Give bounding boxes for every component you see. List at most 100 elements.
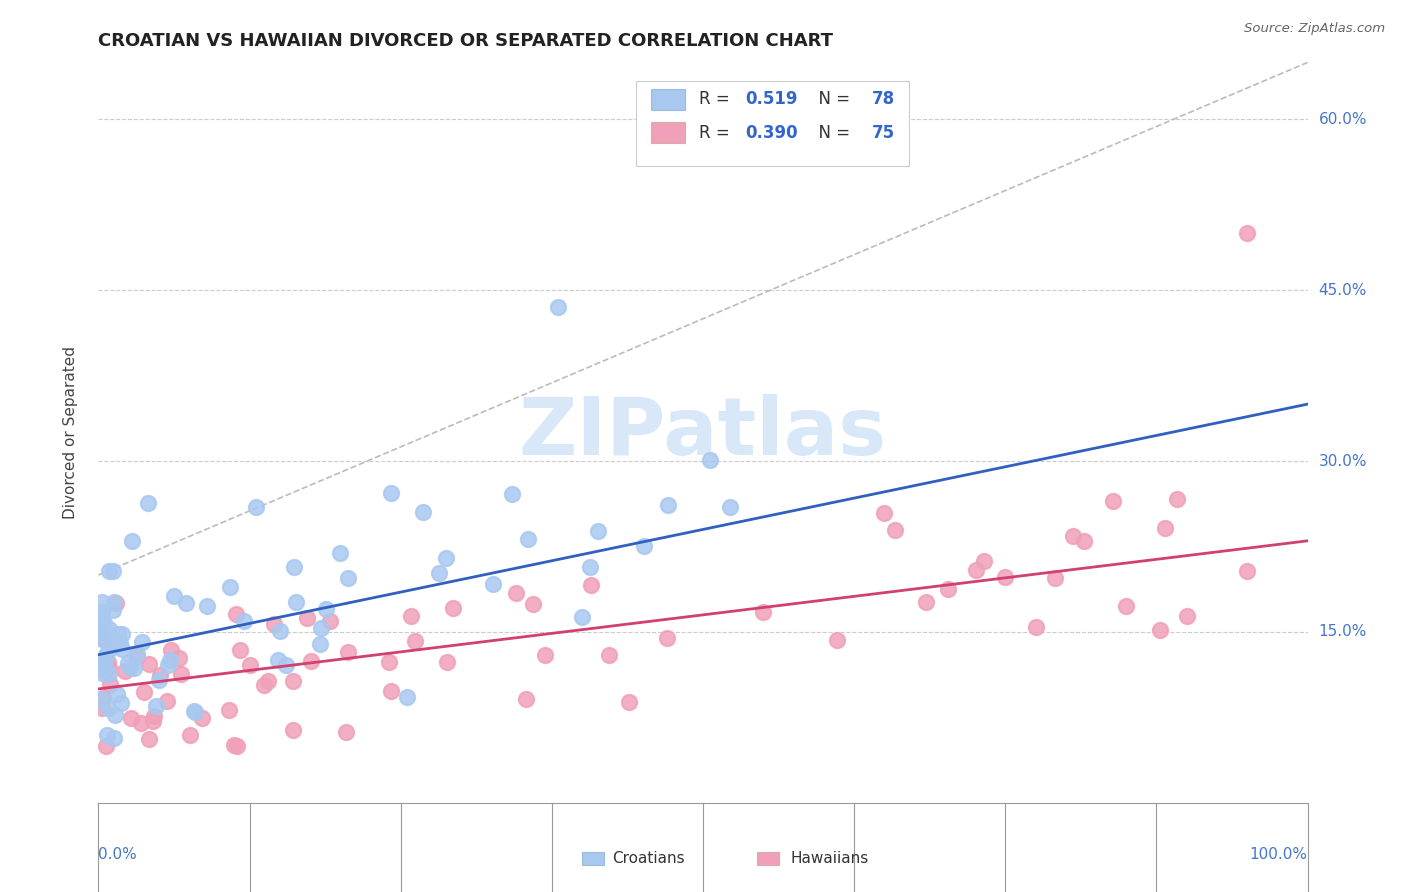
Point: [222, 738, 245, 752]
Point: [225, 607, 247, 622]
Point: [93, 658, 115, 673]
Point: [515, 692, 537, 706]
Point: [1149, 623, 1171, 637]
FancyBboxPatch shape: [651, 89, 685, 110]
Point: [281, 674, 304, 689]
Point: [156, 694, 179, 708]
Text: Croatians: Croatians: [613, 851, 685, 866]
Point: [586, 524, 609, 539]
Point: [117, 656, 139, 670]
Point: [578, 559, 600, 574]
Point: [399, 609, 422, 624]
Point: [111, 627, 134, 641]
Text: N =: N =: [808, 90, 856, 109]
Text: Source: ZipAtlas.com: Source: ZipAtlas.com: [1244, 22, 1385, 36]
Point: [195, 599, 218, 613]
Point: [571, 610, 593, 624]
Point: [91, 594, 114, 608]
Point: [96, 729, 118, 743]
Point: [441, 601, 464, 615]
Point: [91, 700, 114, 714]
Point: [752, 605, 775, 619]
Point: [914, 595, 936, 609]
Point: [263, 616, 285, 631]
Point: [395, 690, 418, 705]
Point: [257, 674, 280, 689]
Text: 0.519: 0.519: [745, 90, 797, 109]
Point: [97, 655, 120, 669]
Text: ZIPatlas: ZIPatlas: [519, 393, 887, 472]
Point: [884, 523, 907, 537]
Point: [1236, 564, 1258, 578]
Point: [825, 632, 848, 647]
Point: [98, 623, 121, 637]
Text: 78: 78: [872, 90, 896, 109]
Point: [138, 732, 160, 747]
Point: [1236, 227, 1258, 241]
Point: [96, 739, 118, 753]
Point: [110, 697, 132, 711]
Text: N =: N =: [808, 124, 856, 142]
Point: [245, 500, 267, 514]
Point: [103, 731, 125, 745]
Point: [94, 653, 117, 667]
Point: [335, 725, 357, 739]
Text: Hawaiians: Hawaiians: [790, 851, 869, 866]
Point: [309, 637, 332, 651]
Point: [873, 506, 896, 520]
Point: [633, 540, 655, 554]
Point: [142, 709, 165, 723]
Point: [91, 654, 114, 668]
Text: R =: R =: [699, 90, 735, 109]
Text: 15.0%: 15.0%: [1319, 624, 1367, 640]
Text: 0.0%: 0.0%: [98, 847, 138, 863]
Point: [174, 596, 197, 610]
Point: [936, 582, 959, 597]
Point: [94, 648, 117, 663]
Point: [125, 647, 148, 661]
Point: [1115, 599, 1137, 614]
Point: [718, 500, 741, 514]
Text: 0.390: 0.390: [745, 124, 799, 142]
Point: [284, 594, 307, 608]
Bar: [637, 81, 908, 166]
Point: [699, 453, 721, 467]
Point: [91, 606, 114, 620]
FancyBboxPatch shape: [582, 852, 603, 865]
FancyBboxPatch shape: [651, 122, 685, 143]
Point: [598, 648, 620, 662]
Point: [170, 667, 193, 681]
Point: [218, 580, 240, 594]
Point: [412, 505, 434, 519]
Point: [619, 695, 641, 709]
Point: [547, 301, 569, 315]
Point: [226, 739, 249, 753]
Point: [283, 560, 305, 574]
Point: [91, 658, 114, 673]
Point: [482, 577, 505, 591]
Point: [142, 714, 165, 728]
Point: [98, 676, 121, 690]
Point: [973, 554, 995, 568]
Point: [965, 563, 987, 577]
Point: [104, 596, 127, 610]
Point: [120, 711, 142, 725]
Point: [124, 661, 146, 675]
Point: [108, 636, 131, 650]
Point: [105, 687, 128, 701]
Point: [179, 728, 201, 742]
Point: [253, 678, 276, 692]
Point: [297, 610, 319, 624]
Point: [159, 653, 181, 667]
Point: [267, 652, 290, 666]
Point: [127, 649, 149, 664]
Point: [98, 667, 121, 681]
Point: [534, 648, 557, 663]
Point: [97, 644, 120, 658]
Point: [501, 487, 523, 501]
Point: [91, 630, 114, 644]
Point: [97, 701, 120, 715]
Point: [505, 586, 527, 600]
Point: [232, 614, 254, 628]
Text: CROATIAN VS HAWAIIAN DIVORCED OR SEPARATED CORRELATION CHART: CROATIAN VS HAWAIIAN DIVORCED OR SEPARAT…: [98, 32, 834, 50]
